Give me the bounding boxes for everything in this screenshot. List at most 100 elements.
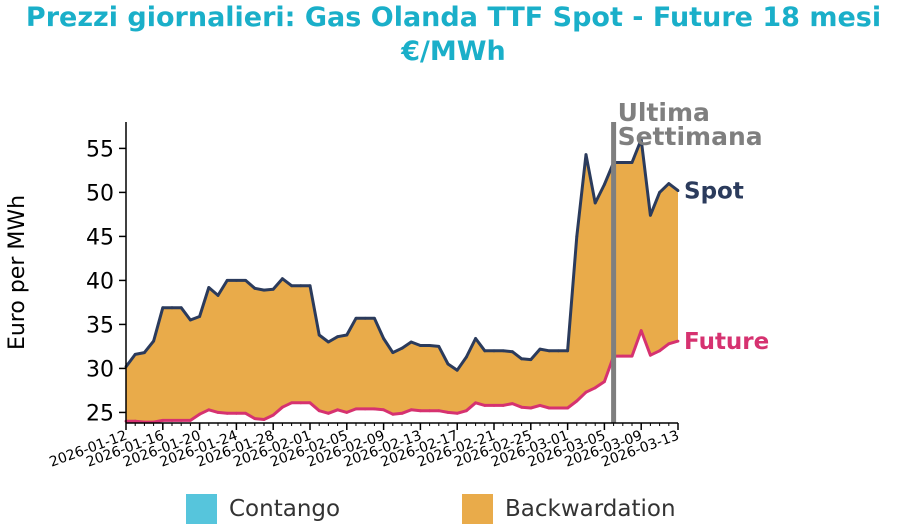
- future-point: [400, 411, 404, 415]
- spot-point: [161, 306, 165, 310]
- legend-swatch-contango: [186, 494, 217, 524]
- spot-point: [455, 368, 459, 372]
- future-point: [446, 411, 450, 414]
- future-point: [529, 406, 533, 410]
- future-point: [465, 409, 468, 413]
- future-point: [483, 404, 487, 407]
- spot-point: [658, 191, 661, 194]
- future-point: [566, 406, 569, 410]
- future-point: [382, 408, 385, 412]
- future-point: [575, 399, 579, 403]
- spot-point: [179, 306, 183, 310]
- spot-point: [409, 340, 413, 344]
- future-point: [455, 411, 459, 415]
- spot-point: [253, 286, 257, 290]
- spot-point: [244, 279, 248, 282]
- legend-swatch-backwardation: [462, 494, 493, 524]
- legend-label-backwardation: Backwardation: [505, 496, 676, 522]
- spot-point: [308, 284, 312, 288]
- future-point: [216, 411, 220, 414]
- future-point: [336, 408, 339, 412]
- future-point: [170, 419, 174, 422]
- spot-point: [391, 351, 395, 354]
- future-point: [253, 417, 257, 420]
- spot-point: [465, 355, 468, 359]
- spot-point: [152, 339, 156, 343]
- future-point: [584, 390, 588, 394]
- spot-point: [336, 335, 339, 339]
- future-point: [428, 409, 431, 413]
- future-point: [676, 339, 680, 343]
- spot-point: [216, 294, 220, 297]
- spot-point: [511, 350, 514, 354]
- future-point: [649, 353, 652, 357]
- spot-series-label: Spot: [684, 179, 744, 205]
- chart-title: Prezzi giornalieri: Gas Olanda TTF Spot …: [25, 2, 882, 33]
- legend-item-backwardation: Backwardation: [462, 493, 676, 525]
- spot-point: [520, 357, 523, 361]
- future-point: [520, 405, 523, 409]
- future-point: [603, 380, 606, 383]
- future-point: [547, 406, 551, 410]
- future-point: [363, 407, 367, 411]
- spot-point: [262, 288, 266, 292]
- spot-point: [529, 358, 533, 361]
- future-point: [235, 411, 238, 415]
- y-axis-label: Euro per MWh: [5, 195, 30, 350]
- backwardation-area: [126, 139, 678, 423]
- future-point: [354, 407, 358, 411]
- spot-point: [547, 349, 551, 353]
- spot-point: [317, 333, 321, 337]
- future-point: [198, 412, 202, 416]
- future-point: [511, 402, 514, 405]
- future-point: [391, 412, 395, 416]
- spot-point: [419, 344, 422, 347]
- spot-point: [538, 347, 542, 351]
- spot-point: [271, 287, 275, 291]
- future-point: [244, 411, 248, 415]
- spot-point: [593, 201, 597, 205]
- spot-point: [363, 316, 367, 320]
- legend-label-contango: Contango: [229, 496, 341, 522]
- future-point: [501, 404, 505, 407]
- spot-point: [373, 316, 376, 320]
- future-point: [658, 349, 661, 353]
- spot-point: [437, 345, 441, 348]
- spot-point: [474, 337, 477, 340]
- future-point: [189, 419, 192, 422]
- spot-point: [584, 153, 588, 157]
- spot-point: [354, 316, 358, 320]
- future-point: [133, 419, 137, 423]
- future-point: [639, 329, 643, 332]
- spot-point: [630, 161, 634, 164]
- future-point: [557, 406, 560, 410]
- future-point: [437, 409, 441, 413]
- spot-point: [198, 315, 202, 318]
- future-point: [492, 404, 496, 407]
- future-point: [538, 404, 542, 407]
- future-point: [271, 413, 275, 417]
- spot-point: [501, 349, 505, 353]
- spot-point: [281, 277, 284, 281]
- future-point: [474, 401, 477, 405]
- spot-point: [170, 306, 174, 310]
- annotation-text-line2: Settimana: [618, 122, 763, 151]
- spot-point: [639, 138, 643, 142]
- spot-point: [492, 349, 496, 353]
- future-point: [621, 354, 625, 358]
- future-point: [161, 419, 165, 422]
- y-tick-label: 40: [86, 269, 114, 294]
- spot-point: [483, 349, 487, 353]
- future-point: [327, 411, 330, 415]
- future-point: [207, 408, 211, 412]
- future-point: [345, 411, 349, 414]
- spot-point: [649, 213, 652, 217]
- spot-point: [207, 286, 211, 289]
- spot-point: [676, 189, 680, 193]
- spot-point: [235, 279, 238, 282]
- y-tick-label: 30: [86, 357, 114, 382]
- future-point: [667, 342, 671, 346]
- y-tick-label: 25: [86, 401, 114, 426]
